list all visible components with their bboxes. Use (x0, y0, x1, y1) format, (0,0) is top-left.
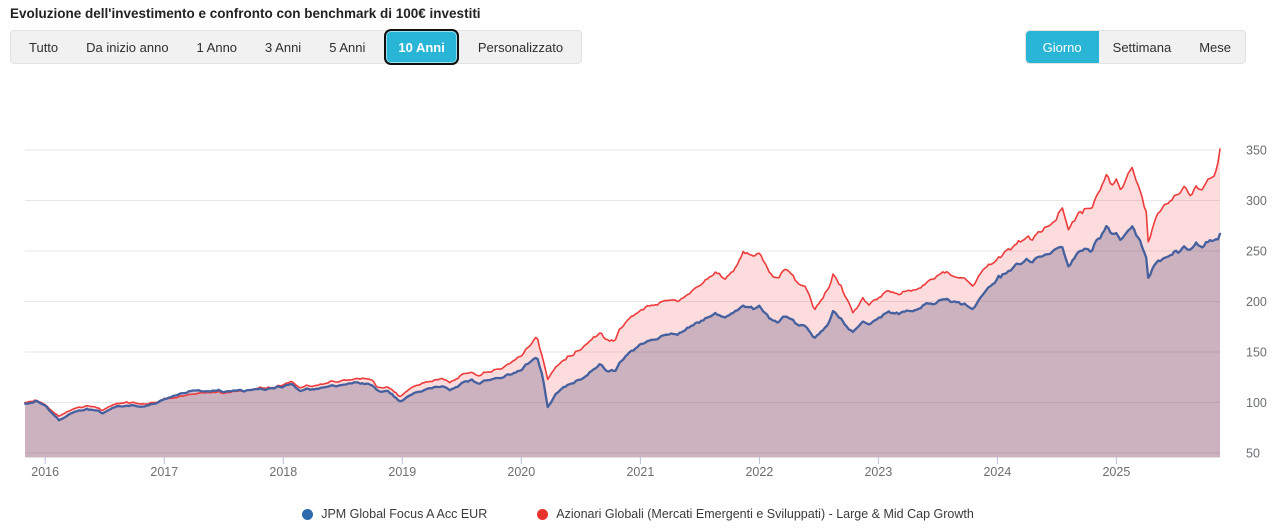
series-area-benchmark (25, 149, 1220, 457)
frequency-toolbar: Giorno Settimana Mese (1024, 30, 1246, 64)
frequency-button-giorno[interactable]: Giorno (1025, 31, 1099, 63)
x-axis-label-2018: 2018 (269, 465, 297, 479)
frequency-button-settimana[interactable]: Settimana (1099, 31, 1186, 63)
x-axis-label-2016: 2016 (31, 465, 59, 479)
x-axis-label-2020: 2020 (507, 465, 535, 479)
y-axis-label-100: 100 (1246, 396, 1267, 410)
y-axis-label-300: 300 (1246, 194, 1267, 208)
series-line-fund (23, 224, 1222, 422)
fund-legend-dot-icon (302, 508, 314, 520)
x-axis-label-2023: 2023 (864, 465, 892, 479)
x-axis-label-2024: 2024 (983, 465, 1011, 479)
y-axis-label-250: 250 (1246, 245, 1267, 259)
y-axis-label-50: 50 (1246, 447, 1260, 461)
range-toolbar: Tutto Da inizio anno 1 Anno 3 Anni 5 Ann… (10, 29, 583, 65)
legend-item-fund[interactable]: JPM Global Focus A Acc EUR (302, 507, 487, 521)
x-axis-label-2025: 2025 (1102, 465, 1130, 479)
y-axis-label-200: 200 (1246, 295, 1267, 309)
range-button-da-inizio-anno[interactable]: Da inizio anno (72, 31, 182, 63)
range-button-tutto[interactable]: Tutto (15, 31, 72, 63)
range-button-3-anni[interactable]: 3 Anni (251, 31, 315, 63)
benchmark-legend-dot-icon (537, 508, 549, 520)
range-button-personalizzato[interactable]: Personalizzato (464, 31, 577, 63)
x-axis-label-2022: 2022 (745, 465, 773, 479)
series-line-benchmark (24, 148, 1221, 417)
x-axis-label-2021: 2021 (626, 465, 654, 479)
legend-item-benchmark[interactable]: Azionari Globali (Mercati Emergenti e Sv… (537, 507, 974, 521)
y-axis-label-150: 150 (1246, 346, 1267, 360)
fund-legend-label: JPM Global Focus A Acc EUR (321, 507, 488, 521)
y-axis-label-350: 350 (1246, 144, 1267, 158)
x-axis-label-2017: 2017 (150, 465, 178, 479)
legend: JPM Global Focus A Acc EUR Azionari Glob… (0, 507, 1276, 521)
series-area-fund (25, 226, 1220, 457)
range-button-1-anno[interactable]: 1 Anno (183, 31, 252, 63)
frequency-button-mese[interactable]: Mese (1185, 31, 1245, 63)
range-button-10-anni[interactable]: 10 Anni (384, 29, 459, 65)
range-button-5-anni[interactable]: 5 Anni (315, 31, 379, 63)
benchmark-legend-label: Azionari Globali (Mercati Emergenti e Sv… (556, 507, 974, 521)
page-title: Evoluzione dell'investimento e confronto… (10, 6, 481, 21)
x-axis-label-2019: 2019 (388, 465, 416, 479)
